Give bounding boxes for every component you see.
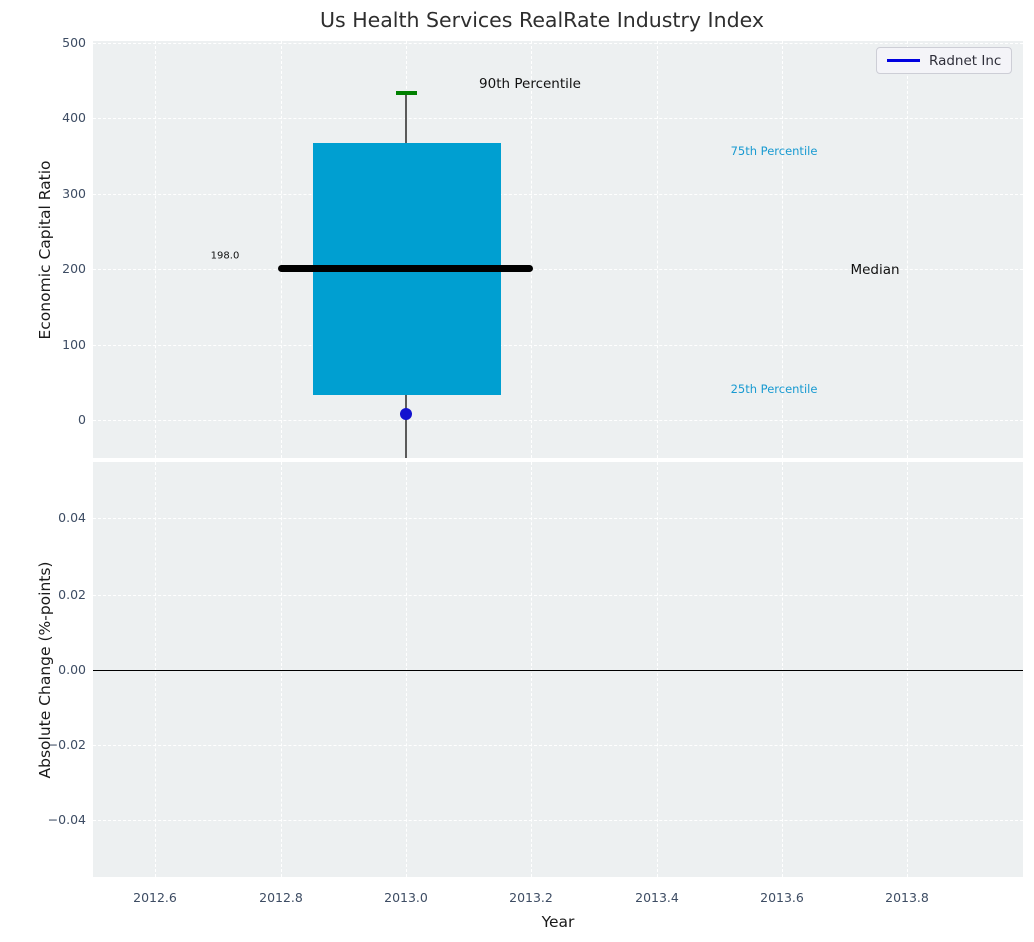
top-y-axis-label: Economic Capital Ratio [36, 160, 54, 340]
ytick-label: 300 [62, 186, 86, 201]
gridline [93, 745, 1023, 746]
xtick-label: 2013.2 [509, 890, 553, 905]
ytick-label: 200 [62, 261, 86, 276]
gridline [93, 820, 1023, 821]
annotation-25th-percentile: 25th Percentile [730, 382, 818, 396]
gridline [93, 345, 1023, 346]
gridline [93, 118, 1023, 119]
median-line [278, 265, 533, 272]
legend: Radnet Inc [876, 47, 1013, 74]
gridline [281, 462, 282, 877]
xtick-label: 2012.8 [259, 890, 303, 905]
top-axes: 90th Percentile 75th Percentile Median 2… [93, 41, 1023, 458]
gridline [155, 41, 156, 458]
gridline [406, 462, 407, 877]
bottom-y-axis-label: Absolute Change (%-points) [36, 561, 54, 779]
ytick-label: 400 [62, 110, 86, 125]
gridline [907, 462, 908, 877]
gridline [657, 41, 658, 458]
xtick-label: 2013.6 [760, 890, 804, 905]
ytick-label: 0.00 [58, 662, 86, 677]
legend-label: Radnet Inc [929, 52, 1002, 69]
gridline [93, 595, 1023, 596]
gridline [93, 194, 1023, 195]
xtick-label: 2013.4 [635, 890, 679, 905]
gridline [281, 41, 282, 458]
ytick-label: 100 [62, 337, 86, 352]
annotation-median-value: 198.0 [210, 250, 240, 262]
ytick-label: 0.02 [58, 587, 86, 602]
gridline [782, 462, 783, 877]
gridline [93, 43, 1023, 44]
ytick-label: 0.04 [58, 510, 86, 525]
legend-line-swatch [887, 59, 920, 62]
bottom-axes [93, 462, 1023, 877]
zero-line [93, 670, 1023, 672]
gridline [155, 462, 156, 877]
xtick-label: 2012.6 [133, 890, 177, 905]
whisker-cap-90th [396, 91, 417, 95]
gridline [531, 462, 532, 877]
xtick-label: 2013.0 [384, 890, 428, 905]
annotation-median: Median [850, 262, 900, 278]
xtick-label: 2013.8 [885, 890, 929, 905]
x-axis-label: Year [541, 913, 575, 931]
ytick-label: 0 [78, 412, 86, 427]
gridline [93, 420, 1023, 421]
gridline [657, 462, 658, 877]
chart-title: Us Health Services RealRate Industry Ind… [320, 8, 764, 32]
gridline [531, 41, 532, 458]
gridline [93, 518, 1023, 519]
gridline [782, 41, 783, 458]
annotation-75th-percentile: 75th Percentile [730, 144, 818, 158]
ytick-label: −0.02 [47, 737, 86, 752]
gridline [907, 41, 908, 458]
annotation-90th-percentile: 90th Percentile [479, 76, 581, 92]
ytick-label: 500 [62, 35, 86, 50]
radnet-data-point [400, 408, 412, 420]
gridline [93, 269, 1023, 270]
ytick-label: −0.04 [47, 812, 86, 827]
